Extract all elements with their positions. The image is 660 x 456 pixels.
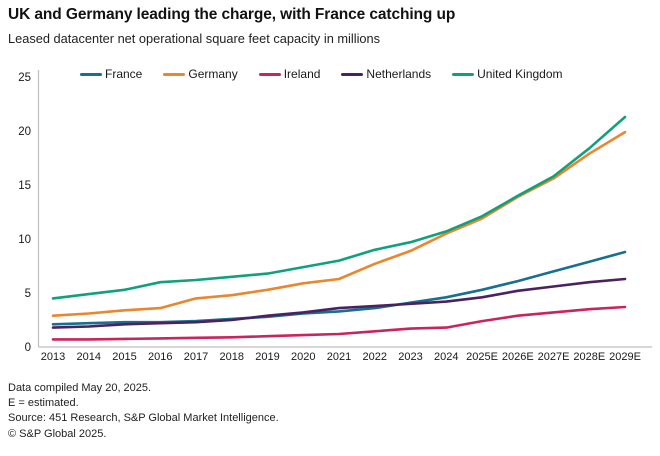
legend-swatch: [163, 72, 186, 76]
x-tick-label: 2027E: [538, 351, 570, 363]
legend-swatch: [80, 72, 102, 76]
legend-label: Germany: [188, 67, 238, 81]
y-tick-label: 0: [25, 342, 31, 354]
legend-item-france: France: [80, 67, 142, 81]
x-tick-label: 2026E: [502, 351, 534, 363]
x-tick-label: 2018: [220, 351, 244, 363]
y-tick-label: 5: [25, 288, 31, 300]
legend-swatch: [341, 72, 364, 76]
x-tick-label: 2021: [327, 351, 351, 363]
legend-item-united-kingdom: United Kingdom: [452, 67, 563, 81]
source-note-line: Source: 451 Research, S&P Global Market …: [8, 412, 279, 425]
page-title: UK and Germany leading the charge, with …: [8, 6, 456, 23]
series-line-ireland: [51, 305, 627, 341]
x-tick-label: 2022: [363, 351, 387, 363]
legend-item-ireland: Ireland: [258, 67, 321, 81]
y-tick-label: 15: [18, 180, 31, 192]
x-tick-label: 2020: [291, 351, 315, 363]
legend-item-germany: Germany: [163, 67, 238, 81]
y-tick-label: 25: [18, 72, 31, 84]
legend-item-netherlands: Netherlands: [341, 67, 431, 81]
x-tick-label: 2028E: [573, 351, 605, 363]
chart-legend: France Germany Ireland Netherlands United Ki…: [80, 67, 563, 81]
source-note-line: © S&P Global 2025.: [8, 427, 107, 440]
legend-label: Ireland: [283, 67, 321, 81]
legend-label: Netherlands: [366, 67, 432, 81]
series-line-netherlands: [51, 277, 627, 329]
x-tick-label: 2015: [112, 351, 136, 363]
x-tick-label: 2025E: [466, 351, 498, 363]
legend-label: United Kingdom: [477, 67, 563, 81]
x-tick-label: 2013: [41, 351, 65, 363]
legend-swatch: [258, 72, 281, 76]
x-tick-label: 2014: [77, 351, 101, 363]
y-tick-label: 20: [18, 126, 31, 138]
source-notes: Data compiled May 20, 2025. E = estimated…: [8, 381, 279, 442]
line-chart: 0 5 10 15 20 25 2013 2014 2015 2016 2017 2018 2019 20…: [18, 70, 652, 363]
legend-label: France: [105, 67, 143, 81]
y-tick-label: 10: [18, 234, 31, 246]
source-note-line: E = estimated.: [8, 397, 79, 410]
x-tick-label: 2024: [434, 351, 458, 363]
x-tick-label: 2019: [255, 351, 279, 363]
source-note-line: Data compiled May 20, 2025.: [8, 382, 152, 394]
x-tick-label: 2017: [184, 351, 208, 363]
x-tick-label: 2029E: [609, 351, 641, 363]
series-line-france: [51, 250, 627, 326]
legend-swatch: [452, 72, 475, 76]
x-tick-label: 2023: [398, 351, 422, 363]
x-tick-label: 2016: [148, 351, 172, 363]
chart-subtitle: Leased datacenter net operational square…: [8, 31, 381, 46]
series-line-united-kingdom: [51, 115, 627, 300]
